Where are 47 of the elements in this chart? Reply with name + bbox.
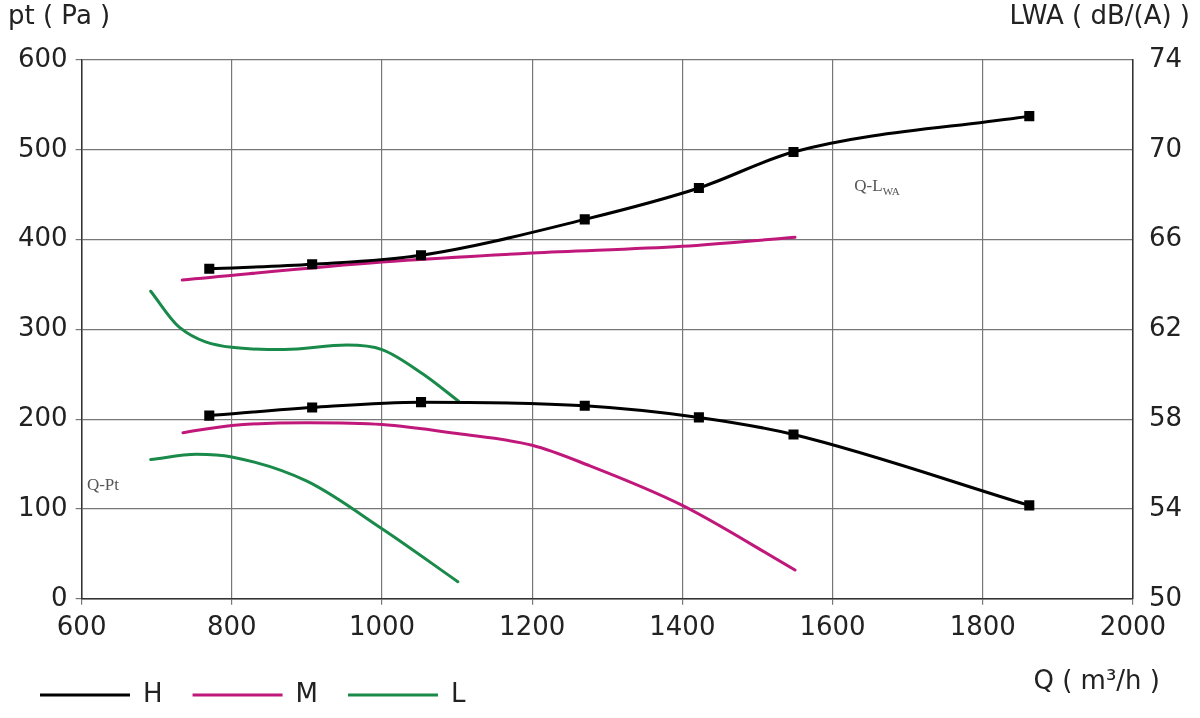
line-series	[180, 235, 797, 282]
point	[579, 214, 590, 225]
y-tick-label: 200	[17, 401, 68, 432]
line-series	[149, 452, 460, 584]
x-tick-label: 1000	[348, 611, 416, 642]
point	[1024, 500, 1035, 511]
y2-tick-label: 50	[1148, 581, 1183, 612]
y-tick-label: 400	[17, 222, 68, 253]
point	[788, 147, 799, 158]
point	[204, 263, 215, 274]
point	[788, 429, 799, 440]
line-series	[181, 421, 797, 572]
point	[416, 397, 427, 408]
y-tick-label: 600	[17, 42, 68, 73]
x-tick-label: 1200	[499, 611, 566, 642]
x-tick-label: 1600	[799, 611, 866, 642]
point	[307, 402, 318, 413]
y-axis-title: pt ( Pa )	[8, 0, 111, 30]
point	[416, 250, 427, 261]
y2-tick-label: 62	[1148, 312, 1183, 343]
y-tick-label: 300	[17, 312, 68, 343]
y2-axis-title: LWA ( dB/(A) )	[1009, 0, 1190, 30]
annotation: Q-Pt	[86, 475, 120, 495]
point	[1024, 111, 1035, 122]
point	[579, 400, 590, 411]
legend-label: M	[295, 677, 318, 708]
x-tick-label: 1800	[949, 611, 1016, 642]
legend-label: H	[143, 677, 163, 708]
y2-tick-label: 74	[1148, 42, 1183, 73]
y2-tick-label: 70	[1148, 132, 1183, 163]
x-tick-label: 1400	[649, 611, 716, 642]
point	[693, 412, 704, 423]
line-series	[149, 289, 461, 403]
y-tick-label: 500	[17, 132, 68, 163]
legend-label: L	[450, 677, 466, 708]
point	[693, 182, 704, 193]
x-tick-label: 600	[56, 611, 107, 642]
y-tick-label: 0	[51, 581, 68, 612]
x-tick-label: 800	[206, 611, 257, 642]
y-tick-label: 100	[17, 491, 68, 522]
point	[204, 410, 215, 421]
x-tick-label: 2000	[1099, 611, 1166, 642]
y2-tick-label: 58	[1148, 401, 1183, 432]
y2-tick-label: 54	[1148, 491, 1183, 522]
y2-tick-label: 66	[1148, 222, 1183, 253]
x-axis-title: Q ( m³/h )	[1033, 664, 1160, 695]
point	[307, 259, 318, 270]
